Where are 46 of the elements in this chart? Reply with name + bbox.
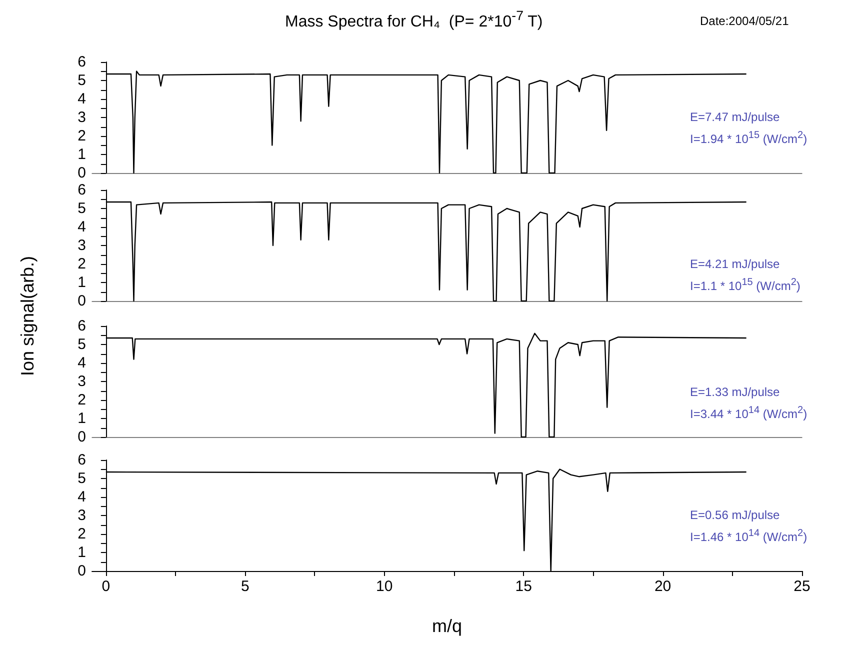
y-tick-label: 1 <box>78 146 86 163</box>
x-tick-label: 10 <box>376 578 393 595</box>
x-axis-title: m/q <box>432 616 462 637</box>
text: Date:2004/05/21 <box>700 14 789 28</box>
y-tick-label: 3 <box>78 109 86 126</box>
y-tick-label: 6 <box>78 318 86 334</box>
y-tick-label: 6 <box>78 182 86 198</box>
y-tick-label: 5 <box>78 336 86 353</box>
annotation: I=1.46 * 10$^{14}$ (W/cm$^{2}$) <box>690 528 808 544</box>
annotation: E=7.47 mJ/pulse <box>690 110 780 124</box>
x-tick-label: 20 <box>654 578 672 595</box>
y-tick-label: 1 <box>78 274 86 291</box>
y-tick-label: 0 <box>78 562 86 580</box>
y-tick-label: 0 <box>78 164 86 182</box>
y-tick-label: 6 <box>78 452 86 468</box>
x-tick-label: 25 <box>794 578 810 595</box>
chart-title: Mass Spectra for CH₄ (P= 2*10$^{-7}$ T) <box>285 8 543 32</box>
x-tick-label: 15 <box>515 578 532 595</box>
y-tick-label: 3 <box>78 373 86 390</box>
annotation: I=1.1 * 10$^{15}$ (W/cm$^{2}$) <box>690 277 800 293</box>
y-tick-label: 6 <box>78 54 86 70</box>
x-tick-label: 5 <box>240 578 250 595</box>
y-tick-label: 5 <box>78 72 86 89</box>
y-tick-label: 1 <box>78 410 86 427</box>
y-tick-label: 4 <box>78 354 86 372</box>
y-tick-label: 2 <box>78 526 86 542</box>
x-tick-label: 0 <box>102 578 110 595</box>
y-tick-label: 4 <box>78 488 86 506</box>
y-tick-label: 4 <box>78 90 86 108</box>
y-tick-label: 5 <box>78 470 86 487</box>
annotation: E=4.21 mJ/pulse <box>690 257 780 271</box>
annotation: I=3.44 * 10$^{14}$ (W/cm$^{2}$) <box>690 405 808 421</box>
annotation: E=1.33 mJ/pulse <box>690 385 780 399</box>
y-tick-label: 2 <box>78 128 86 144</box>
y-tick-label: 4 <box>78 218 86 236</box>
annotation: E=0.56 mJ/pulse <box>690 508 780 522</box>
y-tick-label: 2 <box>78 256 86 272</box>
y-tick-label: 0 <box>78 292 86 310</box>
y-axis-title: Ion signal(arb.) <box>18 256 38 376</box>
y-tick-label: 5 <box>78 200 86 217</box>
y-tick-label: 2 <box>78 392 86 408</box>
y-tick-label: 3 <box>78 507 86 524</box>
y-tick-label: 0 <box>78 428 86 446</box>
y-tick-label: 1 <box>78 544 86 561</box>
annotation: I=1.94 * 10$^{15}$ (W/cm$^{2}$) <box>690 130 808 146</box>
y-tick-label: 3 <box>78 237 86 254</box>
